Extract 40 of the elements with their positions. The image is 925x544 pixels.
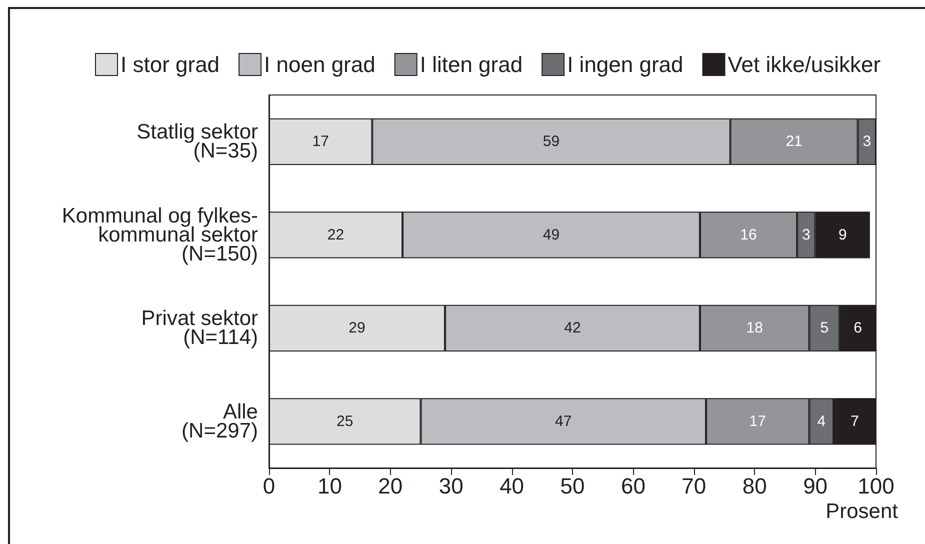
data-label: 29: [348, 320, 366, 337]
x-tick-label: 60: [620, 474, 646, 498]
data-label: 17: [749, 412, 766, 430]
x-tick-label: 100: [858, 474, 894, 498]
y-tick-label: Kommunal og fylkes- kommunal sektor (N=150): [62, 204, 258, 266]
data-label: 21: [786, 133, 802, 150]
x-tick-label: 40: [500, 474, 524, 498]
x-axis-title: Prosent: [826, 500, 898, 523]
data-label: 22: [327, 226, 344, 244]
data-label: 7: [850, 412, 859, 430]
y-tick-label: Privat sektor (N=114): [141, 307, 258, 350]
data-label: 18: [746, 320, 763, 337]
data-label: 9: [838, 226, 847, 244]
data-label: 49: [542, 226, 560, 244]
data-label: 6: [854, 320, 862, 337]
x-tick-label: 90: [803, 474, 828, 498]
data-label: 3: [862, 133, 872, 150]
data-label: 25: [336, 412, 354, 430]
x-tick-label: 0: [262, 474, 276, 498]
data-label: 59: [542, 133, 560, 150]
data-label: 47: [555, 412, 572, 430]
data-label: 3: [802, 226, 810, 244]
legend-label: Vet ikke/usikker: [728, 52, 881, 77]
y-tick-label: Statlig sektor (N=35): [136, 120, 258, 163]
x-tick-label: 20: [378, 474, 403, 498]
data-label: 16: [740, 226, 757, 244]
x-tick-label: 30: [438, 474, 464, 498]
legend-label: I liten grad: [420, 52, 523, 77]
x-tick-label: 50: [560, 474, 585, 498]
y-tick-label: Alle (N=297): [182, 400, 258, 442]
legend-label: I noen grad: [264, 52, 376, 77]
x-tick-label: 10: [317, 474, 342, 498]
data-label: 5: [820, 320, 829, 337]
data-label: 4: [817, 412, 826, 430]
data-label: 17: [312, 133, 329, 150]
x-tick-label: 70: [682, 474, 706, 498]
data-label: 42: [564, 320, 581, 337]
legend-label: I ingen grad: [567, 52, 684, 77]
legend-label: I stor grad: [120, 52, 220, 77]
x-tick-label: 80: [742, 474, 767, 498]
